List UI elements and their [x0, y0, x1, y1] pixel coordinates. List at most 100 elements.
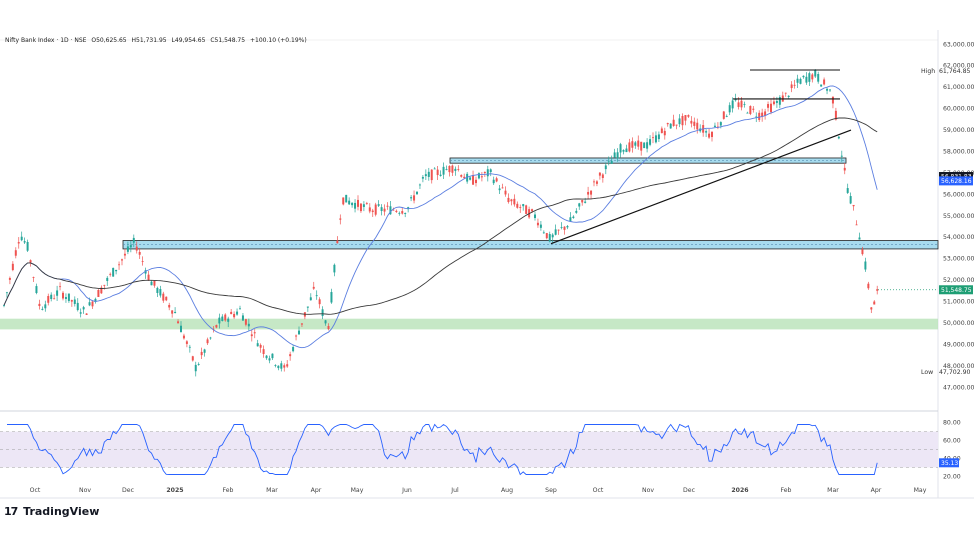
ohlc-close: C51,548.75: [210, 37, 246, 44]
time-tick-label: May: [914, 487, 927, 494]
candle-body: [395, 210, 398, 213]
candle-body: [451, 165, 454, 173]
candle-body: [357, 199, 359, 207]
candle-body: [531, 209, 534, 212]
candle-body: [11, 263, 14, 271]
candle-body: [327, 326, 330, 330]
candle-body: [575, 210, 578, 213]
candle-body: [823, 79, 826, 85]
candle-body: [513, 198, 516, 205]
candle-body: [180, 325, 182, 333]
trendline: [550, 129, 852, 245]
candle-body: [182, 335, 185, 339]
candle-body: [224, 314, 227, 321]
candle-body: [442, 166, 445, 175]
candle-body: [539, 224, 542, 228]
candle-body: [439, 174, 442, 176]
candle-body: [811, 74, 814, 80]
candle-body: [433, 168, 436, 170]
candle-body: [628, 142, 631, 152]
candle-body: [106, 277, 109, 281]
candle-body: [457, 169, 460, 170]
price-tick-label: 47,000.00: [943, 384, 974, 391]
candle-body: [536, 222, 539, 226]
support-zone: [0, 318, 938, 330]
tradingview-icon: 17: [4, 505, 18, 518]
rsi-tick-label: 80.00: [943, 420, 961, 427]
candle-body: [112, 267, 115, 277]
candle-body: [309, 297, 312, 301]
time-tick-label: Apr: [311, 487, 322, 494]
candle-body: [486, 169, 489, 177]
time-tick-label: Apr: [871, 487, 882, 494]
candle-body: [578, 203, 581, 207]
moving-average-slow: [3, 117, 878, 315]
candle-body: [660, 128, 663, 134]
candle-body: [162, 293, 165, 301]
candle-body: [814, 70, 817, 77]
candle-body: [843, 167, 846, 171]
candle-body: [197, 364, 200, 365]
rsi-value-label: 35.13: [941, 460, 958, 467]
candle-body: [62, 292, 64, 299]
candle-body: [525, 205, 528, 214]
candle-body: [44, 304, 47, 309]
candle-body: [601, 174, 604, 179]
price-tick-label: 48,000.00: [943, 363, 974, 370]
candle-body: [725, 116, 728, 117]
candle-body: [699, 128, 702, 132]
candle-body: [64, 297, 67, 299]
candle-body: [436, 169, 439, 176]
candle-body: [761, 112, 764, 117]
candle-body: [799, 78, 802, 84]
tradingview-logo[interactable]: 17 TradingView: [4, 505, 99, 518]
candle-body: [259, 344, 262, 348]
candle-body: [610, 160, 613, 164]
candle-body: [790, 84, 793, 89]
candle-body: [383, 208, 386, 212]
candle-body: [637, 140, 640, 147]
time-tick-label: Dec: [122, 487, 135, 494]
candle-body: [719, 122, 722, 126]
candle-body: [864, 261, 867, 270]
candle-body: [407, 207, 410, 210]
candle-body: [365, 203, 368, 204]
candle-body: [696, 122, 699, 130]
candle-body: [50, 294, 53, 300]
candle-body: [466, 173, 469, 182]
candle-body: [227, 318, 230, 322]
brand-name: TradingView: [23, 505, 100, 518]
candle-body: [241, 315, 244, 321]
candle-body: [277, 365, 280, 369]
candle-body: [708, 133, 711, 138]
ohlc-open: O50,625.65: [91, 37, 127, 44]
last-price-label: 51,548.75: [941, 287, 972, 294]
candle-body: [666, 123, 669, 125]
candle-body: [141, 261, 144, 262]
ohlc-high: H51,731.95: [131, 37, 167, 44]
price-tick-label: 60,000.00: [943, 106, 974, 113]
candle-body: [315, 295, 318, 297]
ma-fast-value-label: 56,628.16: [941, 178, 972, 185]
candle-body: [342, 197, 345, 205]
candle-body: [289, 354, 292, 357]
candle-body: [41, 308, 44, 310]
candle-body: [300, 323, 303, 325]
candle-body: [368, 207, 371, 212]
candle-body: [787, 95, 790, 97]
candle-body: [209, 337, 212, 339]
candle-body: [23, 241, 26, 243]
time-tick-label: May: [351, 487, 364, 494]
symbol-name[interactable]: Nifty Bank Index · 1D · NSE: [5, 37, 87, 44]
candle-body: [244, 319, 247, 325]
candle-body: [138, 251, 141, 255]
candle-body: [846, 188, 849, 193]
candle-body: [460, 174, 463, 177]
candle-body: [510, 199, 513, 202]
chart-frame: [0, 30, 974, 499]
candle-body: [118, 264, 121, 266]
candle-body: [53, 298, 56, 300]
candle-body: [870, 307, 873, 310]
rsi-tick-label: 60.00: [943, 438, 961, 445]
